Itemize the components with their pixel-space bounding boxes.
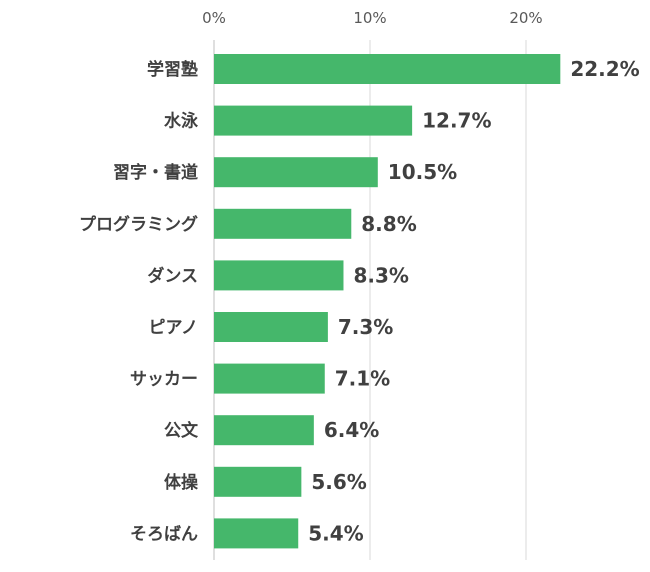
category-label: ピアノ: [149, 318, 198, 338]
category-label: ダンス: [147, 265, 198, 286]
bars: [214, 54, 561, 549]
data-label: 5.6%: [311, 470, 366, 494]
x-tick-label: 0%: [202, 9, 226, 27]
category-label: 公文: [164, 420, 199, 441]
bar: [214, 208, 352, 239]
data-label: 7.3%: [338, 315, 393, 339]
bar: [214, 54, 561, 84]
data-label: 8.8%: [361, 212, 416, 236]
data-label: 12.7%: [422, 109, 491, 133]
x-tick-label: 10%: [353, 9, 386, 27]
bar: [214, 518, 299, 549]
x-axis-ticks: 0% 10% 20%: [202, 9, 543, 27]
category-label: サッカー: [130, 370, 198, 390]
x-tick-label: 20%: [509, 9, 542, 27]
bar: [214, 157, 378, 188]
category-label: 学習塾: [147, 59, 198, 80]
category-label: そろばん: [130, 524, 198, 544]
bar: [214, 415, 314, 446]
data-label: 8.3%: [353, 263, 408, 287]
category-label: 習字・書道: [113, 162, 198, 183]
data-labels: 22.2% 12.7% 10.5% 8.8% 8.3% 7.3% 7.1% 6.4% 5.6% 5…: [308, 57, 639, 545]
data-label: 6.4%: [324, 418, 379, 442]
data-label: 7.1%: [335, 367, 390, 391]
bar: [214, 260, 344, 291]
bar: [214, 105, 413, 136]
category-label: 体操: [164, 472, 198, 493]
data-label: 5.4%: [308, 521, 363, 545]
bar: [214, 466, 302, 497]
data-label: 22.2%: [570, 57, 639, 81]
bar: [214, 363, 325, 394]
category-label: プログラミング: [79, 214, 198, 235]
bar: [214, 312, 328, 342]
category-label: 水泳: [164, 111, 199, 132]
data-label: 10.5%: [388, 160, 457, 184]
